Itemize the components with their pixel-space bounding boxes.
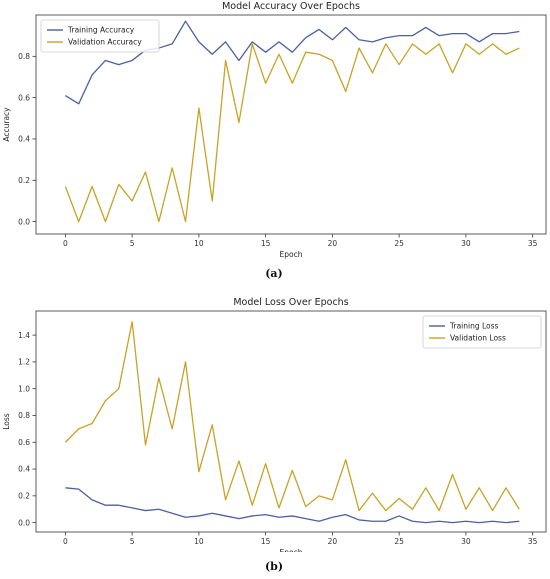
caption-a: (a) xyxy=(265,267,283,280)
accuracy-legend: Training Accuracy Validation Accuracy xyxy=(40,19,160,53)
accuracy-x-tick-label: 0 xyxy=(63,239,68,248)
accuracy-y-tick-label: 0.8 xyxy=(18,52,30,61)
loss-chart: Model Loss Over Epochs 0 5 10 15 20 25 30 35 0.0 0… xyxy=(2,297,547,552)
loss-legend-label: Training Loss xyxy=(449,322,499,331)
loss-legend: Training Loss Validation Loss xyxy=(422,315,542,349)
accuracy-series-line-training xyxy=(65,20,520,105)
accuracy-x-tick-label: 5 xyxy=(130,239,135,248)
accuracy-x-tick-label: 20 xyxy=(328,239,338,248)
accuracy-x-tick-label: 35 xyxy=(528,239,538,248)
accuracy-x-tick-label: 15 xyxy=(261,239,271,248)
accuracy-legend-label: Training Accuracy xyxy=(67,26,135,35)
loss-chart-title: Model Loss Over Epochs xyxy=(233,297,348,308)
loss-x-tick-label: 30 xyxy=(461,537,471,546)
accuracy-x-axis-label: Epoch xyxy=(280,250,303,259)
caption-b: (b) xyxy=(264,560,284,573)
accuracy-y-tick-label: 0.6 xyxy=(18,93,30,102)
loss-x-tick-label: 20 xyxy=(328,537,338,546)
accuracy-y-tick-label: 0.0 xyxy=(18,217,30,226)
loss-x-axis-label: Epoch xyxy=(280,548,303,552)
loss-x-tick-label: 0 xyxy=(63,537,68,546)
loss-y-tick-label: 0.2 xyxy=(18,492,30,501)
accuracy-legend-box xyxy=(40,19,160,53)
loss-legend-box xyxy=(422,315,542,349)
accuracy-legend-label: Validation Accuracy xyxy=(68,38,142,47)
loss-y-tick-label: 1.0 xyxy=(18,384,30,393)
loss-y-tick-label: 0.8 xyxy=(18,411,30,420)
loss-y-tick-label: 0.0 xyxy=(18,518,30,527)
accuracy-y-tick-label: 0.4 xyxy=(18,135,30,144)
accuracy-x-tick-label: 10 xyxy=(194,239,204,248)
loss-plot-frame xyxy=(35,310,547,533)
loss-y-tick-label: 0.4 xyxy=(18,465,30,474)
loss-legend-label: Validation Loss xyxy=(450,334,506,343)
loss-y-tick-label: 1.4 xyxy=(18,331,30,340)
loss-x-tick-label: 5 xyxy=(130,537,135,546)
accuracy-plot-frame xyxy=(35,14,547,235)
loss-y-tick-label: 0.6 xyxy=(18,438,30,447)
loss-y-axis-label: Loss xyxy=(2,413,11,430)
accuracy-x-tick-label: 25 xyxy=(394,239,404,248)
accuracy-y-axis-label: Accuracy xyxy=(2,107,11,142)
accuracy-chart-title: Model Accuracy Over Epochs xyxy=(222,1,360,12)
accuracy-x-tick-label: 30 xyxy=(461,239,471,248)
accuracy-y-tick-label: 0.2 xyxy=(18,176,30,185)
loss-x-tick-label: 15 xyxy=(261,537,271,546)
loss-series-line-validation xyxy=(64,321,520,512)
loss-x-tick-label: 35 xyxy=(528,537,538,546)
accuracy-series-line-validation xyxy=(64,43,520,223)
loss-series-line-training xyxy=(65,487,520,524)
loss-x-tick-label: 10 xyxy=(194,537,204,546)
accuracy-chart: Model Accuracy Over Epochs 0 5 10 15 20 25 30 35… xyxy=(2,1,547,259)
loss-y-tick-label: 1.2 xyxy=(18,358,30,367)
loss-x-tick-label: 25 xyxy=(394,537,404,546)
